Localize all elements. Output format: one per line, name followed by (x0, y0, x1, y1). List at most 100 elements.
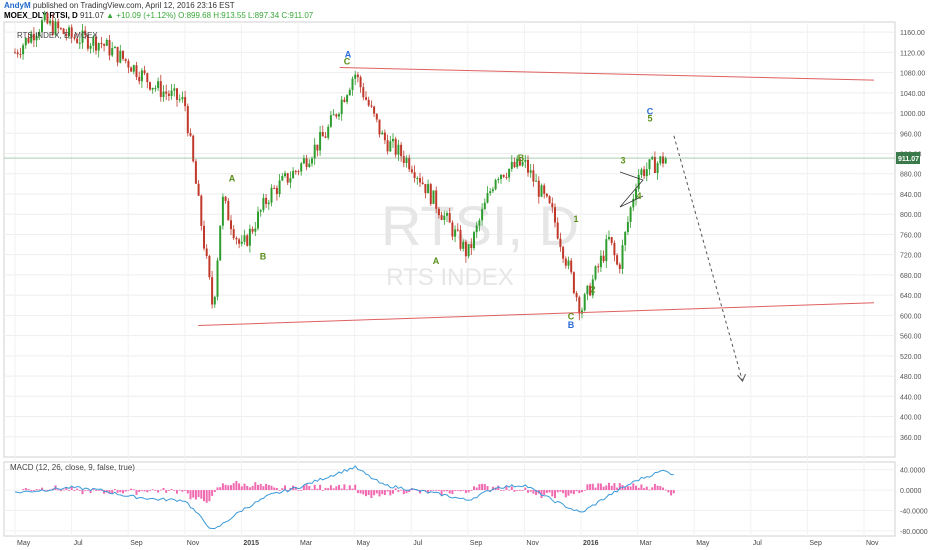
candle-body (637, 174, 640, 190)
candle-body (27, 37, 30, 43)
candle-body (149, 82, 151, 90)
macd-histogram-bar (429, 490, 432, 491)
macd-histogram-bar (294, 486, 297, 491)
candle-body (143, 70, 146, 74)
macd-histogram-bar (497, 485, 500, 491)
candle-body (14, 52, 16, 54)
macd-histogram-bar (197, 490, 200, 497)
candle-body (348, 89, 351, 96)
watermark-name: RTS INDEX (386, 264, 514, 291)
candle-body (76, 38, 79, 43)
macd-histogram-bar (400, 489, 403, 491)
candle-body (103, 44, 106, 46)
macd-histogram-bar (116, 490, 119, 493)
candle-body (43, 13, 46, 21)
candle-body (273, 187, 276, 189)
macd-histogram-bar (629, 486, 632, 491)
macd-histogram-bar (135, 490, 138, 495)
macd-histogram-bar (521, 490, 524, 491)
candle-body (664, 158, 667, 164)
candle-body (230, 220, 232, 230)
macd-histogram-bar (321, 490, 324, 491)
projection-arrow (673, 135, 743, 382)
macd-legend: MACD (12, 26, close, 9, false, true) (10, 463, 135, 472)
macd-histogram-bar (95, 490, 97, 491)
wave-label: B (518, 153, 525, 163)
candle-body (254, 228, 257, 232)
candle-body (157, 81, 160, 88)
macd-histogram-bar (375, 490, 378, 494)
y-tick-label: 440.00 (900, 394, 922, 401)
candle-body (240, 241, 243, 244)
candle-body (478, 220, 481, 226)
candle-body (529, 170, 532, 173)
macd-histogram-bar (383, 490, 386, 496)
macd-histogram-bar (227, 485, 230, 491)
candle-body (19, 54, 22, 56)
candle-body (38, 31, 41, 37)
macd-histogram-bar (624, 486, 627, 491)
candle-body (632, 198, 635, 208)
candle-body (332, 114, 335, 116)
macd-histogram-bar (551, 490, 554, 497)
macd-histogram-bar (170, 489, 173, 491)
x-tick-label: Nov (187, 540, 200, 547)
macd-histogram-bar (583, 490, 586, 491)
candle-body (572, 272, 575, 294)
macd-histogram-bar (651, 487, 654, 491)
candle-body (68, 27, 70, 36)
macd-histogram-bar (556, 490, 559, 493)
macd-histogram-bar (356, 490, 359, 494)
macd-histogram-bar (143, 490, 146, 492)
candle-body (608, 237, 610, 240)
candle-body (62, 28, 65, 34)
candle-body (432, 190, 435, 204)
up-arrow-icon: ▲ (106, 11, 115, 20)
macd-histogram-bar (78, 490, 81, 491)
macd-histogram-bar (273, 487, 276, 491)
macd-histogram-bar (65, 487, 68, 491)
candle-body (205, 248, 208, 256)
candle-body (257, 211, 259, 229)
candle-body (481, 209, 484, 221)
x-tick-label: 2016 (583, 540, 599, 547)
candle-body (389, 141, 392, 152)
macd-tick-label: 40.0000 (900, 468, 925, 475)
y-tick-label: 1120.00 (900, 50, 925, 57)
macd-histogram-bar (84, 490, 87, 491)
candle-body (132, 65, 135, 72)
candle-body (489, 191, 492, 194)
candle-body (510, 161, 513, 169)
author-link[interactable]: AndyM (4, 1, 31, 10)
macd-histogram-bar (73, 490, 76, 491)
candle-body (138, 77, 141, 82)
trendline (198, 302, 875, 326)
x-tick-label: 2015 (243, 540, 259, 547)
macd-histogram-bar (548, 490, 551, 493)
candle-body (300, 163, 303, 172)
candle-body (351, 78, 354, 90)
y-tick-label: 600.00 (900, 313, 922, 320)
macd-histogram-bar (275, 487, 278, 491)
candle-body (238, 239, 241, 244)
macd-histogram-bar (92, 488, 95, 491)
macd-tick-label: -40.0000 (900, 508, 928, 515)
macd-tick-label: -80.0000 (900, 529, 928, 536)
wave-label: 5 (647, 114, 652, 124)
candle-body (305, 158, 308, 168)
candle-body (211, 277, 214, 305)
macd-histogram-bar (157, 490, 160, 493)
x-tick-label: May (357, 540, 371, 547)
wave-label: 4 (636, 191, 641, 201)
macd-histogram-bar (257, 484, 259, 491)
macd-histogram-bar (165, 490, 168, 493)
candle-body (22, 45, 25, 55)
candle-body (265, 197, 268, 205)
macd-histogram-bar (394, 488, 397, 491)
candle-body (424, 184, 427, 194)
candles (4, 10, 895, 321)
candle-body (356, 74, 359, 78)
macd-histogram-bar (435, 489, 438, 491)
macd-histogram-bar (524, 487, 527, 491)
